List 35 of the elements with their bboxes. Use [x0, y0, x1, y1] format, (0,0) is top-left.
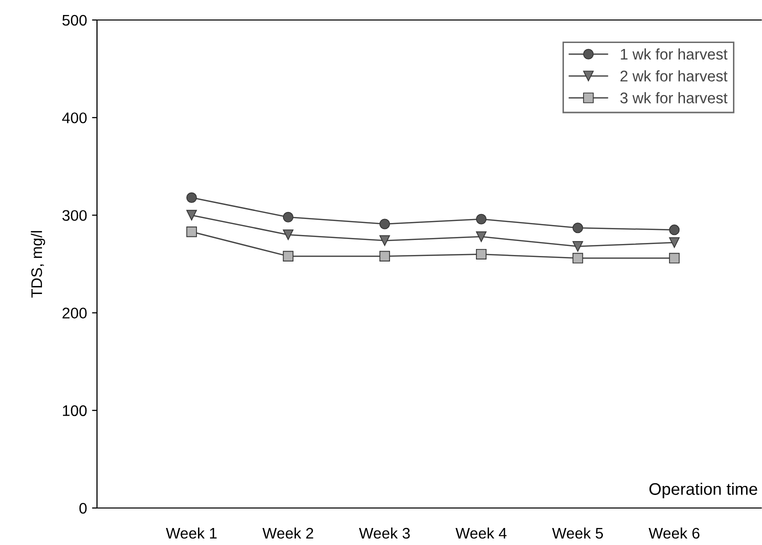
point — [572, 252, 584, 264]
x-tick-label: Week 5 — [552, 527, 603, 539]
point — [476, 214, 487, 224]
point — [572, 241, 584, 252]
x-tick-label: Week 4 — [456, 527, 507, 539]
point — [186, 210, 197, 220]
y-axis-title: TDS, mg/l — [30, 231, 46, 298]
point — [476, 248, 487, 260]
y-tick-label: 300 — [62, 210, 87, 221]
point — [186, 226, 197, 238]
y-tick-label: 0 — [79, 502, 87, 514]
point — [572, 222, 584, 234]
point — [282, 212, 294, 222]
point — [186, 192, 197, 203]
point — [476, 231, 487, 242]
point — [379, 218, 390, 230]
x-tick-label: Week 3 — [359, 527, 410, 539]
point — [669, 237, 680, 248]
y-tick-label: 100 — [62, 405, 87, 416]
x-tick-label: Week 6 — [648, 527, 700, 539]
y-tick-label: 200 — [62, 308, 87, 318]
point — [379, 235, 390, 246]
legend-label: 1 wk for harvest — [620, 48, 728, 60]
y-tick-label: 400 — [62, 112, 87, 124]
x-tick-label: Week 1 — [166, 527, 217, 539]
point — [669, 224, 680, 236]
y-tick-label: 500 — [62, 14, 87, 26]
x-tick-label: Week 2 — [262, 527, 314, 539]
point — [282, 229, 294, 240]
legend-label: 3 wk for harvest — [620, 92, 728, 104]
x-axis-title: Operation time — [649, 482, 758, 498]
legend-label: 2 wk for harvest — [620, 70, 728, 82]
point — [282, 250, 294, 262]
point — [379, 250, 390, 262]
point — [669, 252, 680, 264]
